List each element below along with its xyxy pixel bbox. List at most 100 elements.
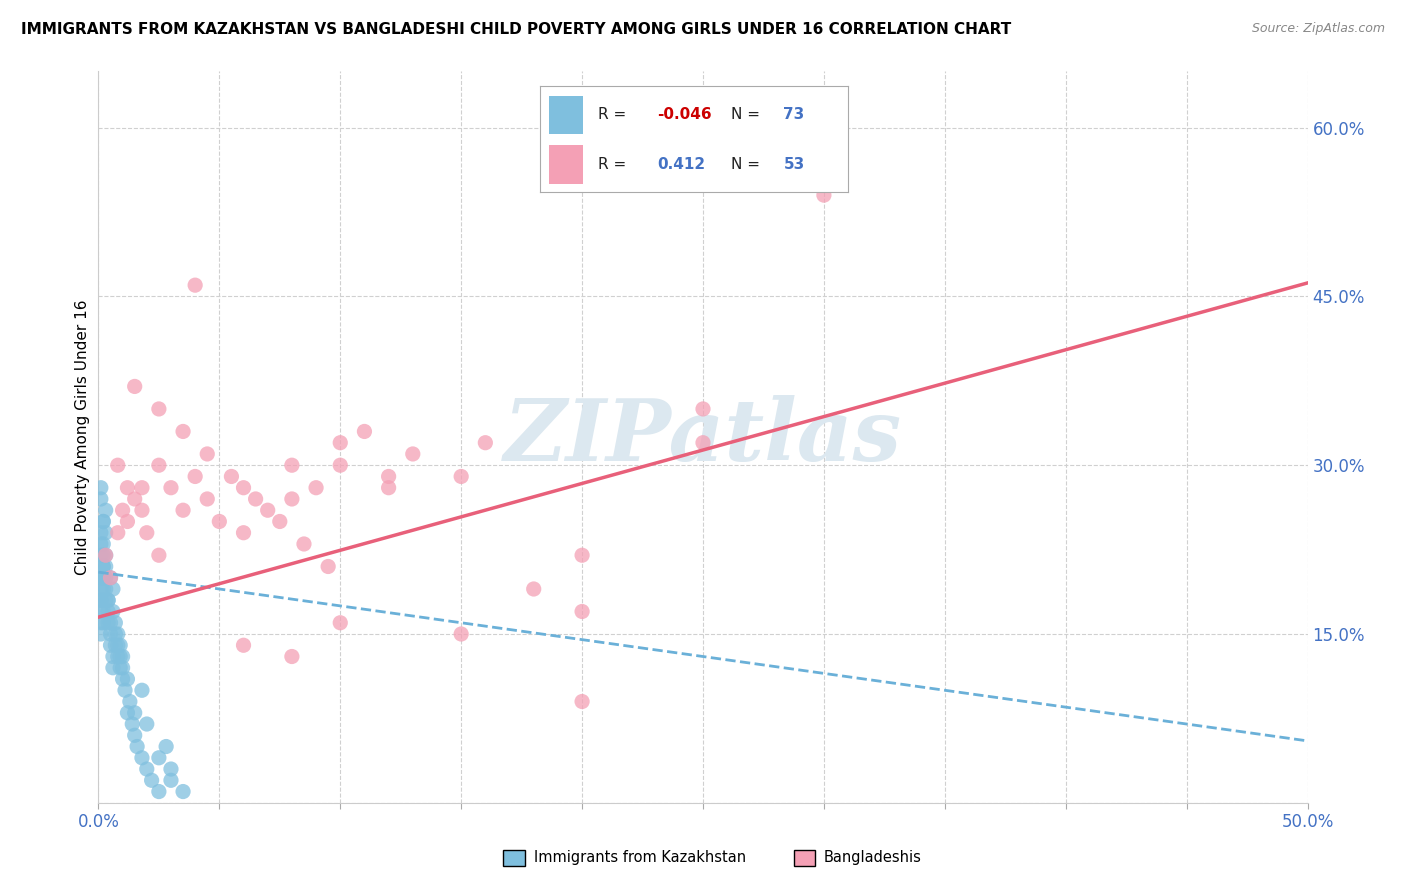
Point — [94, 525, 117, 540]
Point — [107, 638, 129, 652]
Point — [281, 649, 304, 664]
Point — [104, 638, 127, 652]
Point — [94, 593, 117, 607]
Point — [256, 503, 278, 517]
Point — [117, 706, 139, 720]
Point — [91, 605, 114, 619]
Point — [329, 458, 352, 473]
Text: Immigrants from Kazakhstan: Immigrants from Kazakhstan — [534, 850, 745, 865]
Point — [100, 638, 122, 652]
Point — [155, 739, 177, 754]
Point — [131, 683, 153, 698]
Point — [131, 503, 153, 517]
Point — [94, 548, 117, 562]
Y-axis label: Child Poverty Among Girls Under 16: Child Poverty Among Girls Under 16 — [75, 300, 90, 574]
Point — [692, 401, 714, 416]
Point — [329, 615, 352, 630]
Point — [172, 503, 194, 517]
Point — [107, 525, 129, 540]
Point — [90, 605, 112, 619]
Text: IMMIGRANTS FROM KAZAKHSTAN VS BANGLADESHI CHILD POVERTY AMONG GIRLS UNDER 16 COR: IMMIGRANTS FROM KAZAKHSTAN VS BANGLADESH… — [21, 22, 1011, 37]
Point — [148, 401, 170, 416]
Point — [141, 773, 163, 788]
Point — [100, 615, 122, 630]
Point — [117, 515, 139, 529]
Point — [172, 784, 194, 798]
Point — [114, 683, 136, 698]
Point — [377, 469, 399, 483]
Point — [90, 491, 112, 506]
Point — [90, 525, 112, 540]
Point — [97, 615, 120, 630]
Point — [97, 593, 120, 607]
Point — [316, 559, 339, 574]
Point — [107, 627, 129, 641]
FancyBboxPatch shape — [503, 850, 526, 866]
Point — [135, 762, 157, 776]
Point — [90, 481, 112, 495]
Point — [107, 649, 129, 664]
Point — [91, 548, 114, 562]
Point — [111, 503, 134, 517]
Point — [232, 481, 254, 495]
Point — [90, 627, 112, 641]
Point — [94, 559, 117, 574]
Point — [90, 571, 112, 585]
Point — [90, 548, 112, 562]
Point — [108, 661, 131, 675]
Point — [111, 661, 134, 675]
Point — [108, 638, 131, 652]
Point — [117, 672, 139, 686]
Text: Bangladeshis: Bangladeshis — [824, 850, 922, 865]
Point — [90, 593, 112, 607]
Text: Source: ZipAtlas.com: Source: ZipAtlas.com — [1251, 22, 1385, 36]
Point — [97, 605, 120, 619]
Point — [402, 447, 425, 461]
Point — [195, 491, 218, 506]
Point — [131, 481, 153, 495]
Point — [91, 515, 114, 529]
Point — [184, 278, 207, 293]
Point — [104, 615, 127, 630]
Point — [329, 435, 352, 450]
Text: ZIPatlas: ZIPatlas — [503, 395, 903, 479]
Point — [450, 469, 472, 483]
Point — [127, 739, 149, 754]
Point — [91, 515, 114, 529]
Point — [148, 751, 170, 765]
Point — [208, 515, 231, 529]
Point — [813, 188, 835, 202]
Point — [101, 605, 124, 619]
Point — [91, 571, 114, 585]
Point — [474, 435, 496, 450]
Point — [195, 447, 218, 461]
Point — [90, 582, 112, 596]
Point — [94, 582, 117, 596]
Point — [94, 571, 117, 585]
Point — [107, 458, 129, 473]
Point — [121, 717, 143, 731]
Point — [135, 717, 157, 731]
Point — [101, 661, 124, 675]
Point — [124, 379, 146, 393]
Point — [100, 571, 122, 585]
Point — [160, 773, 183, 788]
Point — [90, 537, 112, 551]
Point — [94, 548, 117, 562]
FancyBboxPatch shape — [793, 850, 815, 866]
Point — [148, 784, 170, 798]
Point — [292, 537, 315, 551]
Point — [100, 627, 122, 641]
Point — [124, 706, 146, 720]
Point — [90, 593, 112, 607]
Point — [571, 548, 593, 562]
Point — [111, 672, 134, 686]
Point — [269, 515, 291, 529]
Point — [523, 582, 546, 596]
Point — [571, 605, 593, 619]
Point — [131, 751, 153, 765]
Point — [160, 481, 183, 495]
Point — [101, 649, 124, 664]
Point — [91, 615, 114, 630]
Point — [160, 762, 183, 776]
